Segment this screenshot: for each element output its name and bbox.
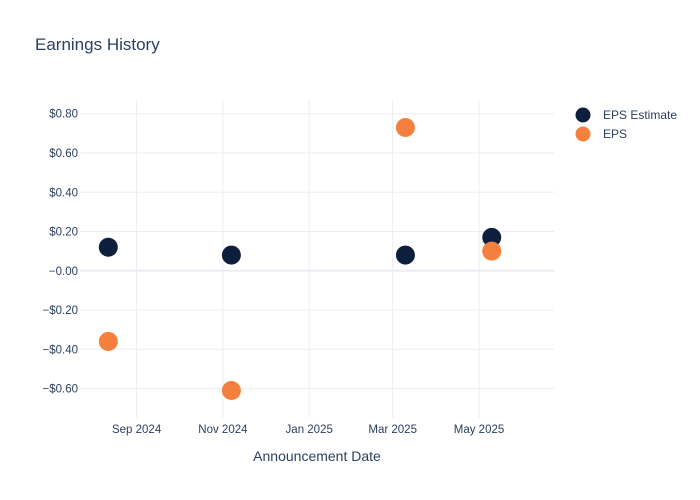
- y-tick-label: −$0.20: [43, 305, 79, 317]
- y-tick-label: $0.20: [49, 227, 78, 239]
- y-tick-label: −$0.60: [43, 384, 79, 396]
- legend-marker-eps: [575, 126, 591, 142]
- chart-title: Earnings History: [35, 35, 160, 54]
- x-axis-title: Announcement Date: [253, 448, 381, 464]
- legend-marker-eps-estimate: [575, 107, 591, 123]
- data-points: [98, 117, 502, 401]
- y-tick-label: −$0.40: [43, 344, 79, 356]
- y-tick-label: $0.60: [49, 148, 78, 160]
- x-tick-label: Nov 2024: [198, 424, 248, 436]
- legend-label-eps: EPS: [603, 127, 627, 141]
- legend[interactable]: EPS Estimate EPS: [575, 107, 678, 142]
- x-tick-label: Sep 2024: [112, 424, 162, 436]
- x-tick-label: Mar 2025: [368, 424, 417, 436]
- eps-estimate-point[interactable]: [482, 227, 502, 247]
- y-axis-ticks: $0.80 $0.60 $0.40 $0.20 −0.00 −$0.20 −$0.40 −$0…: [43, 109, 79, 396]
- x-tick-label: Jan 2025: [286, 424, 333, 436]
- y-tick-label: −0.00: [49, 266, 78, 278]
- eps-point[interactable]: [221, 381, 241, 401]
- gridlines: [80, 100, 554, 418]
- eps-point[interactable]: [98, 331, 118, 351]
- eps-point[interactable]: [482, 241, 502, 261]
- legend-label-eps-estimate: EPS Estimate: [603, 108, 677, 122]
- y-tick-label: $0.40: [49, 187, 78, 199]
- x-axis-ticks: Sep 2024 Nov 2024 Jan 2025 Mar 2025 May 2025: [112, 424, 504, 436]
- y-tick-label: $0.80: [49, 109, 78, 121]
- x-tick-label: May 2025: [454, 424, 505, 436]
- eps-point[interactable]: [395, 117, 415, 137]
- eps-estimate-point[interactable]: [221, 245, 241, 265]
- eps-estimate-point[interactable]: [395, 245, 415, 265]
- eps-estimate-point[interactable]: [98, 237, 118, 257]
- legend-item-eps-estimate[interactable]: EPS Estimate: [575, 107, 678, 123]
- legend-item-eps[interactable]: EPS: [575, 126, 628, 142]
